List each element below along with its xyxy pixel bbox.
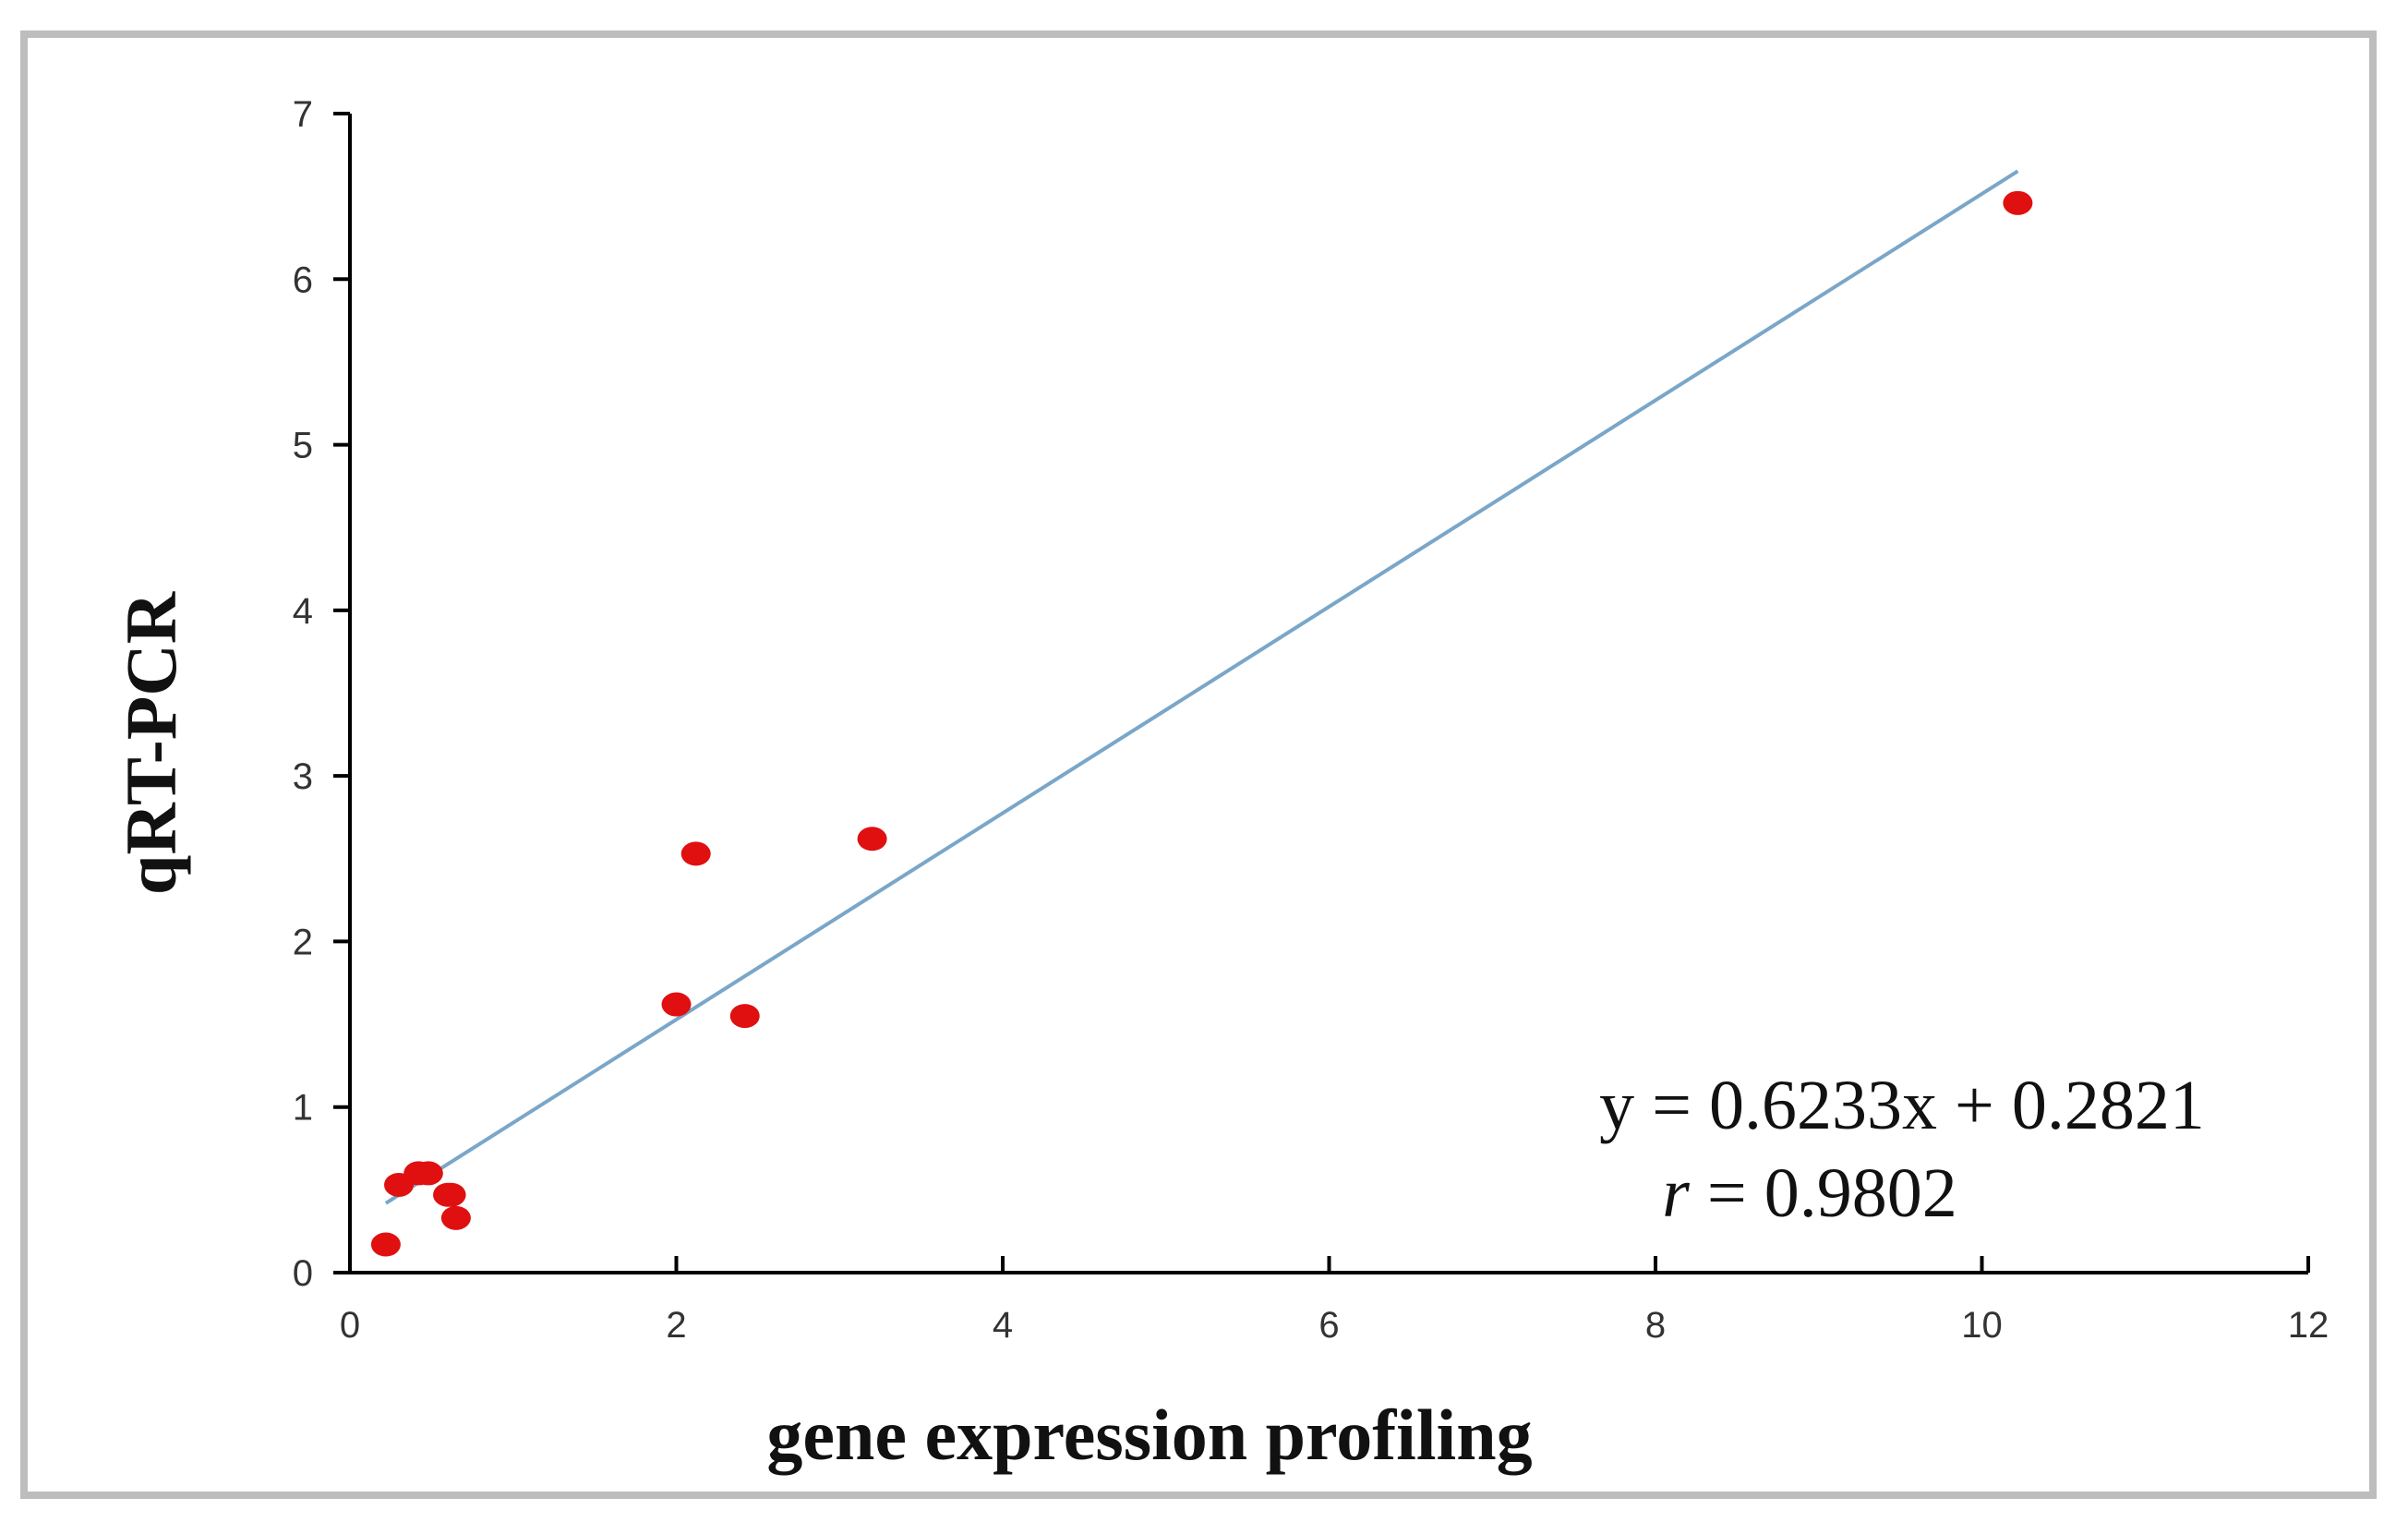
x-tick-label: 4 [993,1305,1013,1346]
trendline [384,169,2019,1205]
y-tick-label: 1 [293,1088,313,1129]
y-ticks: 0 1 2 3 4 5 6 7 [293,94,350,1294]
data-point [680,841,711,866]
x-tick-label: 6 [1318,1305,1339,1346]
data-point [857,827,887,852]
x-tick-label: 10 [1961,1305,2003,1346]
figure-frame [20,30,2377,1499]
data-points [370,190,2033,1257]
data-point [729,1004,760,1029]
correlation-coefficient: r = 0.9802 [1662,1154,1956,1232]
correlation-symbol: r [1662,1154,1690,1232]
y-tick-label: 4 [293,591,313,632]
x-tick-label: 8 [1645,1305,1666,1346]
x-ticks: 0 2 4 6 8 10 12 [340,1256,2329,1346]
y-tick-label: 5 [293,426,313,466]
y-tick-label: 7 [293,94,313,135]
x-tick-label: 0 [340,1305,360,1346]
regression-equation: y = 0.6233x + 0.2821 [1599,1067,2205,1144]
y-axis-title: qRT-PCR [111,590,191,895]
data-point [2003,190,2033,215]
y-tick-label: 3 [293,756,313,797]
y-tick-label: 6 [293,260,313,300]
data-point [413,1161,443,1186]
data-point [370,1232,401,1257]
data-point [661,992,692,1017]
data-point [440,1205,471,1230]
y-tick-label: 2 [293,922,313,962]
x-tick-label: 2 [666,1305,686,1346]
y-tick-label: 0 [293,1253,313,1294]
x-axis-title: gene expression profiling [766,1395,1532,1475]
x-tick-label: 12 [2288,1305,2330,1346]
data-point [436,1182,466,1207]
correlation-value: = 0.9802 [1690,1154,1957,1232]
